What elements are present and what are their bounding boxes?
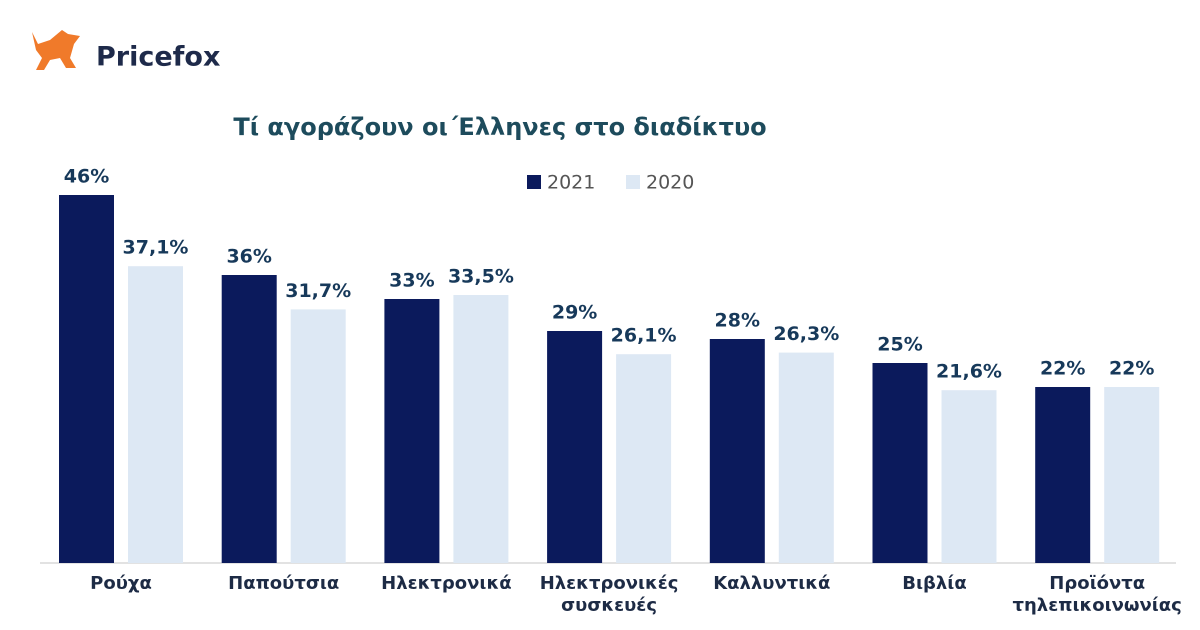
bar [941, 390, 997, 563]
bar [1104, 387, 1160, 563]
bar [59, 195, 114, 563]
legend-swatch [626, 175, 640, 189]
bar [1035, 387, 1091, 563]
x-tick-label: Βιβλία [902, 573, 967, 594]
data-label: 31,7% [285, 280, 351, 302]
legend-swatch [527, 175, 541, 189]
data-label: 28% [715, 310, 760, 332]
bar [547, 331, 603, 563]
data-label: 22% [1109, 358, 1154, 380]
bar [290, 309, 346, 563]
data-label: 22% [1040, 358, 1085, 380]
legend-label: 2020 [646, 172, 694, 194]
data-label: 36% [226, 246, 271, 268]
data-label: 25% [877, 334, 922, 356]
x-tick-label: Παπούτσια [228, 573, 340, 594]
bar [778, 352, 834, 563]
bar [453, 295, 509, 563]
logo-icon [32, 30, 80, 70]
data-label: 26,3% [773, 323, 839, 345]
x-tick-label: Ρούχα [90, 573, 152, 594]
data-label: 46% [64, 166, 109, 188]
data-label: 37,1% [123, 237, 189, 259]
bar [872, 363, 928, 563]
x-tick-label: Ηλεκτρονικά [381, 573, 512, 594]
bar [128, 266, 183, 563]
bar [221, 275, 277, 563]
legend-label: 2021 [547, 172, 595, 194]
data-label: 33% [389, 270, 434, 292]
data-label: 29% [552, 302, 597, 324]
data-label: 26,1% [611, 325, 677, 347]
chart-title: Τί αγοράζουν οι΄Ελληνες στο διαδίκτυο [233, 113, 766, 141]
bar [709, 339, 765, 563]
x-tick-label: Προϊόντα τηλεπικοινωνίας [1012, 573, 1182, 616]
logo-text: Pricefox [96, 42, 220, 73]
data-label: 33,5% [448, 266, 514, 288]
bar [384, 299, 440, 563]
x-tick-label: Καλλυντικά [713, 573, 831, 594]
data-label: 21,6% [936, 361, 1002, 383]
x-tick-label: Ηλεκτρονικές συσκευές [539, 573, 679, 616]
bar [616, 354, 672, 563]
